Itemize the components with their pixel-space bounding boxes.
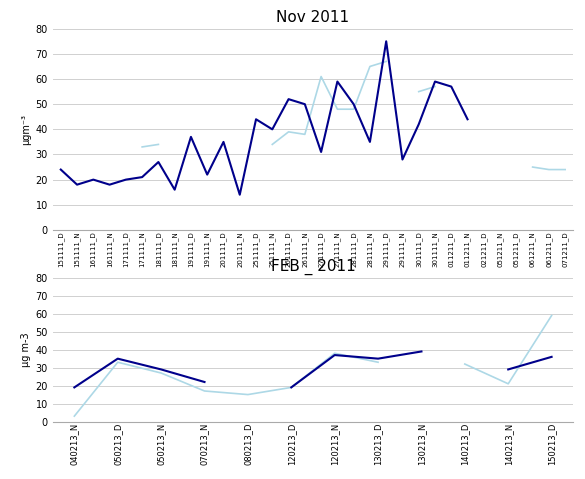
Y-axis label: µgm⁻³: µgm⁻³ bbox=[21, 114, 31, 145]
Title: Nov 2011: Nov 2011 bbox=[276, 10, 349, 25]
Y-axis label: µg m-3: µg m-3 bbox=[21, 332, 31, 367]
Title: FEB _ 2011: FEB _ 2011 bbox=[271, 259, 355, 275]
